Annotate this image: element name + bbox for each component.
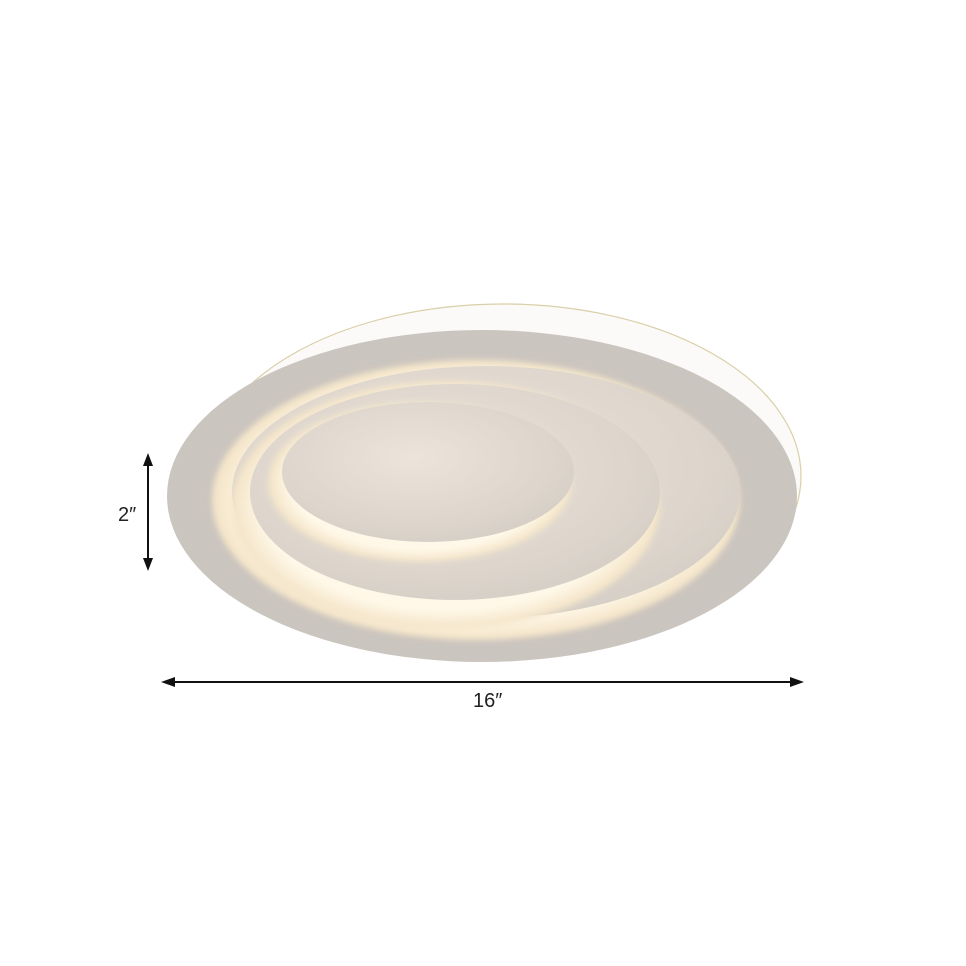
width-label: 16″ [473,690,503,712]
width-arrow [161,677,804,687]
ring-inner [268,402,574,562]
height-label: 2″ [118,504,137,526]
height-arrow [143,453,153,571]
